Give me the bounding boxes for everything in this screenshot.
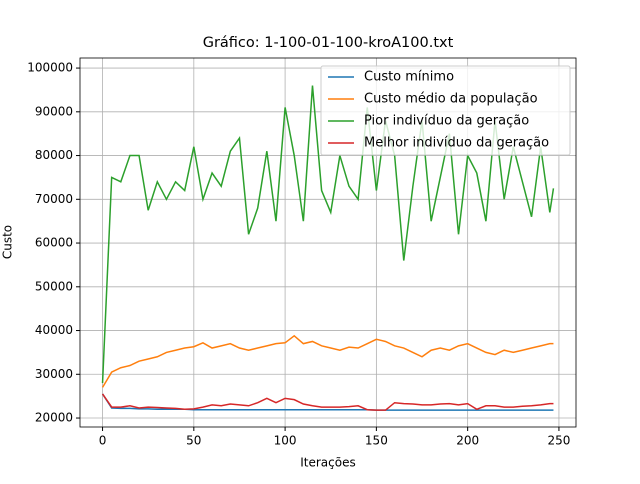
- y-tick-label: 20000: [35, 411, 73, 425]
- y-tick-label: 60000: [35, 236, 73, 250]
- legend-label: Melhor indivíduo da geração: [364, 136, 549, 151]
- series-line: [101, 85, 555, 384]
- x-tick-label: 150: [365, 434, 388, 448]
- chart-title: Gráfico: 1-100-01-100-kroA100.txt: [203, 35, 454, 51]
- x-tick-label: 250: [547, 434, 570, 448]
- series-line: [101, 393, 554, 411]
- x-axis-label: Iterações: [300, 456, 356, 470]
- plot-frame: [79, 57, 577, 428]
- series-line: [101, 334, 554, 388]
- y-tick-label: 40000: [35, 323, 73, 337]
- x-tick-label: 0: [99, 434, 107, 448]
- y-tick-label: 50000: [35, 279, 73, 293]
- x-tick-label: 50: [186, 434, 201, 448]
- y-tick-label: 30000: [35, 367, 73, 381]
- y-axis-label: Custo: [1, 225, 15, 259]
- x-tick-label: 200: [456, 434, 479, 448]
- y-tick-label: 90000: [35, 104, 73, 118]
- y-tick-label: 80000: [35, 148, 73, 162]
- y-tick-label: 100000: [27, 61, 73, 75]
- x-tick-label: 100: [274, 434, 297, 448]
- legend-label: Pior indivíduo da geração: [364, 114, 529, 129]
- legend-label: Custo mínimo: [364, 70, 454, 85]
- legend-label: Custo médio da população: [364, 92, 538, 107]
- y-tick-label: 70000: [35, 192, 73, 206]
- legend-box: [320, 65, 571, 156]
